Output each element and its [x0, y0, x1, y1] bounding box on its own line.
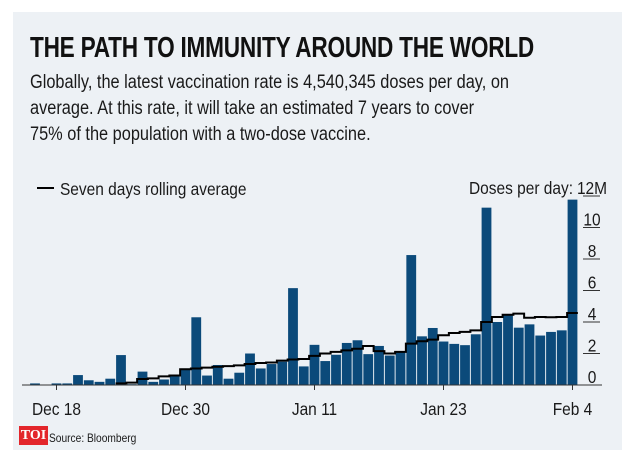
- bar: [513, 327, 524, 385]
- rolling-average-line: [115, 312, 578, 385]
- bar: [288, 288, 298, 385]
- x-tick-label: Feb 4: [553, 399, 593, 419]
- bar: [546, 331, 556, 385]
- y-tick-label: 10: [583, 209, 600, 229]
- source-note: Source: Bloomberg: [49, 431, 137, 445]
- y-axis-label: Doses per day:: [469, 178, 573, 198]
- x-tick-label: Dec 18: [32, 399, 81, 419]
- bar: [159, 379, 169, 385]
- bar: [384, 355, 395, 385]
- bar: [30, 383, 40, 385]
- bar: [212, 364, 223, 385]
- bar: [363, 354, 374, 385]
- y-tick-label: 2: [588, 335, 597, 355]
- bar: [481, 207, 492, 385]
- y-tick-label: 0: [588, 367, 597, 387]
- bar: [417, 336, 427, 385]
- bar: [406, 255, 417, 385]
- subtitle-line-2: average. At this rate, it will take an e…: [30, 98, 475, 119]
- bar: [62, 383, 73, 385]
- bar: [567, 199, 578, 385]
- bar: [492, 322, 503, 385]
- bar: [223, 378, 234, 385]
- bar: [470, 334, 481, 385]
- bar: [116, 355, 126, 385]
- x-tick-label: Jan 11: [292, 399, 337, 419]
- legend-label: Seven days rolling average: [60, 179, 246, 199]
- bar: [503, 315, 513, 385]
- x-tick-label: Jan 23: [420, 399, 466, 419]
- bar: [169, 376, 180, 385]
- bar: [556, 330, 567, 385]
- bar: [83, 380, 94, 385]
- bar: [234, 372, 245, 385]
- bar: [449, 343, 460, 385]
- y-tick-label: 12M: [577, 178, 607, 198]
- subtitle-line-1: Globally, the latest vaccination rate is…: [30, 72, 509, 93]
- bar: [374, 345, 384, 385]
- bar: [180, 368, 191, 385]
- y-tick-label: 4: [588, 304, 597, 324]
- subtitle-line-3: 75% of the population with a two-dose va…: [30, 124, 371, 145]
- bar: [524, 324, 535, 385]
- bar: [191, 317, 202, 385]
- bar: [460, 345, 470, 385]
- bar: [427, 327, 438, 385]
- bar: [331, 354, 341, 385]
- y-tick-label: 6: [588, 272, 597, 292]
- bar: [51, 383, 62, 385]
- bar: [438, 341, 449, 385]
- bar: [298, 366, 309, 385]
- bar: [395, 351, 406, 385]
- bar: [266, 364, 277, 385]
- chart-title: THE PATH TO IMMUNITY AROUND THE WORLD: [30, 32, 535, 64]
- bar: [255, 368, 266, 385]
- bar: [320, 361, 331, 385]
- bar: [202, 375, 212, 385]
- bar: [73, 375, 83, 385]
- bar: [535, 335, 546, 385]
- bar: [277, 361, 288, 385]
- y-tick-label: 8: [588, 241, 597, 261]
- bar: [245, 353, 255, 385]
- bar: [94, 381, 105, 385]
- x-tick-label: Dec 30: [161, 399, 210, 419]
- bar: [341, 342, 352, 385]
- bar: [148, 381, 159, 385]
- toi-logo: TOI: [19, 426, 48, 445]
- bar: [352, 340, 363, 385]
- bar: [105, 378, 116, 385]
- bar: [309, 344, 320, 385]
